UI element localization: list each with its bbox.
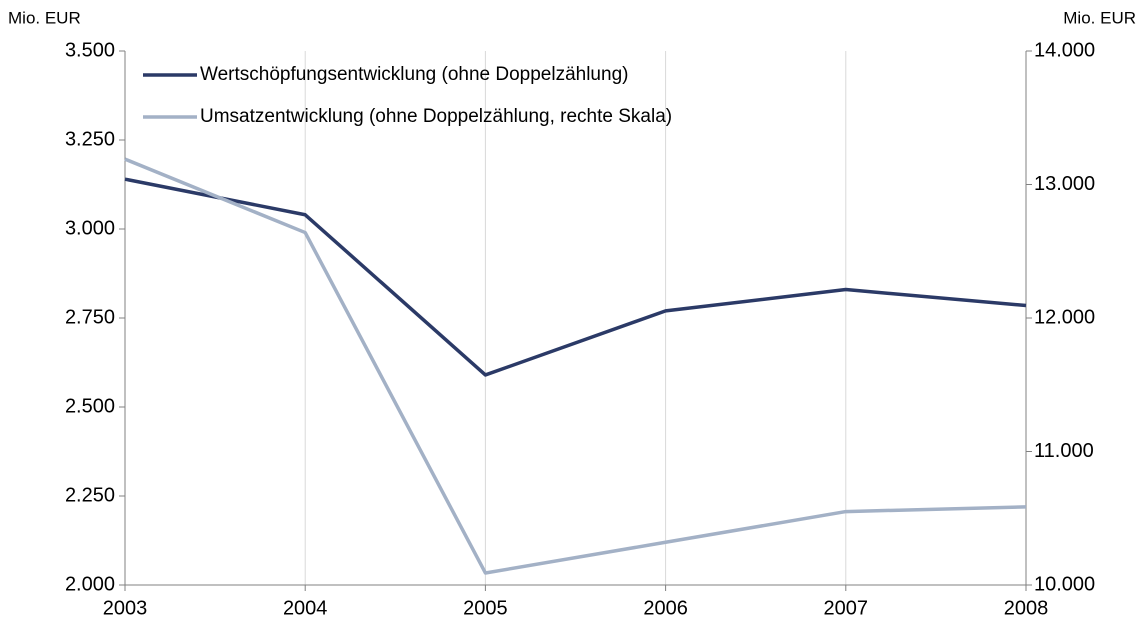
x-tick-label: 2003 — [103, 597, 148, 619]
x-tick-label: 2008 — [1004, 597, 1049, 619]
x-tick-label: 2004 — [283, 597, 328, 619]
series-line — [124, 177, 1027, 377]
y2-tick-label: 12.000 — [1034, 306, 1095, 328]
y-tick-label: 3.000 — [65, 217, 115, 239]
y2-tick-label: 14.000 — [1034, 39, 1095, 61]
y-tick-label: 3.500 — [65, 39, 115, 61]
legend-label: Wertschöpfungsentwicklung (ohne Doppelzä… — [200, 64, 628, 85]
y2-tick-label: 11.000 — [1034, 440, 1094, 462]
y-tick-label: 2.250 — [65, 484, 115, 506]
legend-label: Umsatzentwicklung (ohne Doppelzählung, r… — [200, 106, 672, 127]
y-tick-label: 2.500 — [65, 395, 115, 417]
x-tick-label: 2005 — [463, 597, 508, 619]
y-axis-label: Mio. EUR — [8, 8, 81, 27]
x-tick-label: 2006 — [643, 597, 688, 619]
y-tick-label: 2.750 — [65, 306, 115, 328]
y-tick-label: 3.250 — [65, 128, 115, 150]
y-tick-label: 2.000 — [65, 573, 115, 595]
x-tick-label: 2007 — [824, 597, 869, 619]
y2-tick-label: 13.000 — [1034, 173, 1095, 195]
y2-tick-label: 10.000 — [1034, 573, 1095, 595]
series-line — [124, 157, 1027, 575]
y2-axis-label: Mio. EUR — [1063, 8, 1136, 27]
